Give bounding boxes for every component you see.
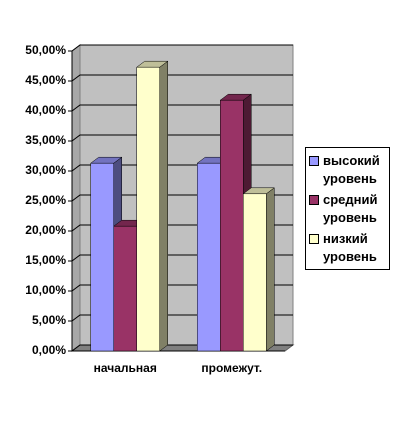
- y-tick-label: 30,00%: [25, 163, 66, 177]
- legend-label: низкий уровень: [323, 231, 377, 264]
- y-tick-label: 35,00%: [25, 133, 66, 147]
- bar-front: [197, 162, 221, 352]
- bar-side: [159, 60, 168, 352]
- legend-swatch: [309, 234, 319, 244]
- grid-line: [71, 44, 293, 52]
- y-tick-label: 25,00%: [25, 193, 66, 207]
- y-tick-label: 50,00%: [25, 43, 66, 57]
- x-tick-label: промежут.: [201, 361, 262, 375]
- bar: [135, 60, 169, 352]
- x-tick-label: начальная: [94, 361, 157, 375]
- y-tick-label: 0,00%: [32, 343, 66, 357]
- legend: высокий уровень средний уровень низкий уро…: [305, 147, 390, 270]
- y-tick-label: 5,00%: [32, 313, 66, 327]
- bar: [242, 187, 275, 352]
- legend-label: средний уровень: [323, 192, 378, 225]
- y-tick-label: 15,00%: [25, 253, 66, 267]
- y-tick-label: 40,00%: [25, 103, 66, 117]
- bar-front: [90, 162, 114, 352]
- legend-label: высокий уровень: [323, 153, 380, 186]
- grid-line: [71, 74, 293, 82]
- y-tick-label: 20,00%: [25, 223, 66, 237]
- legend-item: средний уровень: [309, 191, 387, 227]
- bar-front: [243, 193, 267, 352]
- bar-front: [136, 66, 160, 352]
- bar-side: [266, 187, 275, 352]
- y-tick-label: 45,00%: [25, 73, 66, 87]
- legend-item: низкий уровень: [309, 230, 387, 266]
- bar-front: [220, 99, 244, 352]
- y-tick-label: 10,00%: [25, 283, 66, 297]
- legend-item: высокий уровень: [309, 152, 387, 188]
- legend-swatch: [309, 195, 319, 205]
- legend-swatch: [309, 156, 319, 166]
- bar-front: [113, 225, 137, 352]
